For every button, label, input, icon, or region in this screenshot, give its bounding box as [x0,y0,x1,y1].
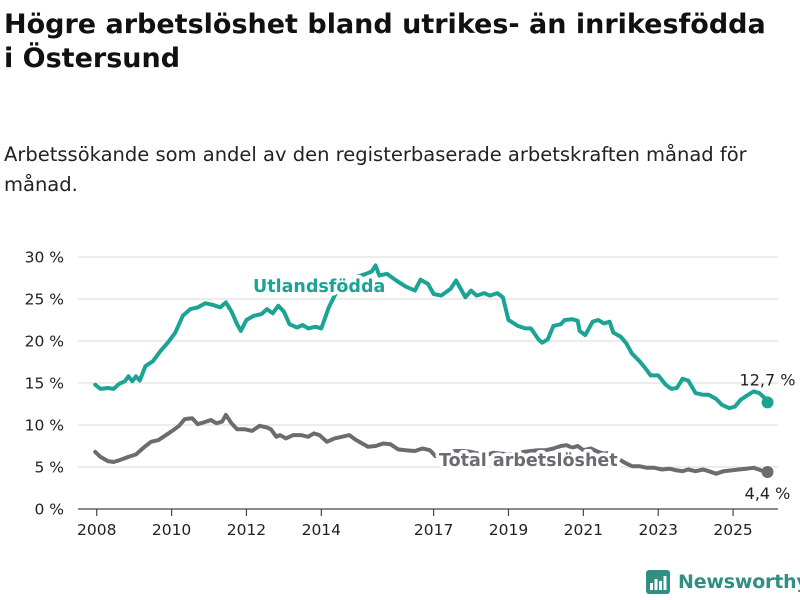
x-tick-label: 2025 [713,521,752,539]
brand-name: Newsworthy [678,571,800,593]
y-tick-label: 20 % [25,333,64,351]
y-tick-label: 10 % [25,417,64,435]
chart-subtitle: Arbetssökande som andel av den registerb… [4,143,747,196]
series-label-utlandsfodda-halo: Utlandsfödda [253,277,385,297]
x-tick-label: 2014 [302,521,341,539]
series-line [93,412,770,476]
x-axis: 2008 2010 2012 2014 2017 2019 2021 2023 2025 [77,508,778,539]
line-chart: 2008 2010 2012 2014 2017 2019 2021 2023 2025 0 %… [25,249,796,540]
series-label-total: Total arbetslöshet [439,451,618,471]
series-label-total-halo: Total arbetslöshet [439,451,618,471]
series-end-point [761,396,774,409]
y-axis-labels: 0 % 5 % 10 % 15 % 20 % 25 % 30 % [25,249,64,519]
end-label-total: 4,4 % [745,484,791,503]
y-tick-label: 0 % [34,501,64,519]
y-tick-label: 25 % [25,291,64,309]
grid-lines [78,256,778,468]
x-tick-label: 2012 [227,521,266,539]
x-tick-label: 2021 [564,521,603,539]
bar-chart-logo-icon [646,570,670,594]
x-tick-label: 2017 [414,521,453,539]
y-tick-label: 15 % [25,375,64,393]
x-tick-label: 2008 [77,521,116,539]
series-line [93,263,770,411]
y-tick-label: 30 % [25,249,64,267]
series-end-point [761,466,774,479]
x-tick-label: 2023 [638,521,677,539]
series-lines [93,263,774,479]
page-title: Högre arbetslöshet bland utrikes- än inr… [4,9,766,74]
y-tick-label: 5 % [34,459,64,477]
x-tick-label: 2010 [152,521,191,539]
brand-footer: Newsworthy [646,570,800,594]
x-tick-label: 2019 [489,521,528,539]
end-label-utlandsfodda: 12,7 % [740,370,796,389]
series-label-utlandsfodda: Utlandsfödda [253,277,385,297]
